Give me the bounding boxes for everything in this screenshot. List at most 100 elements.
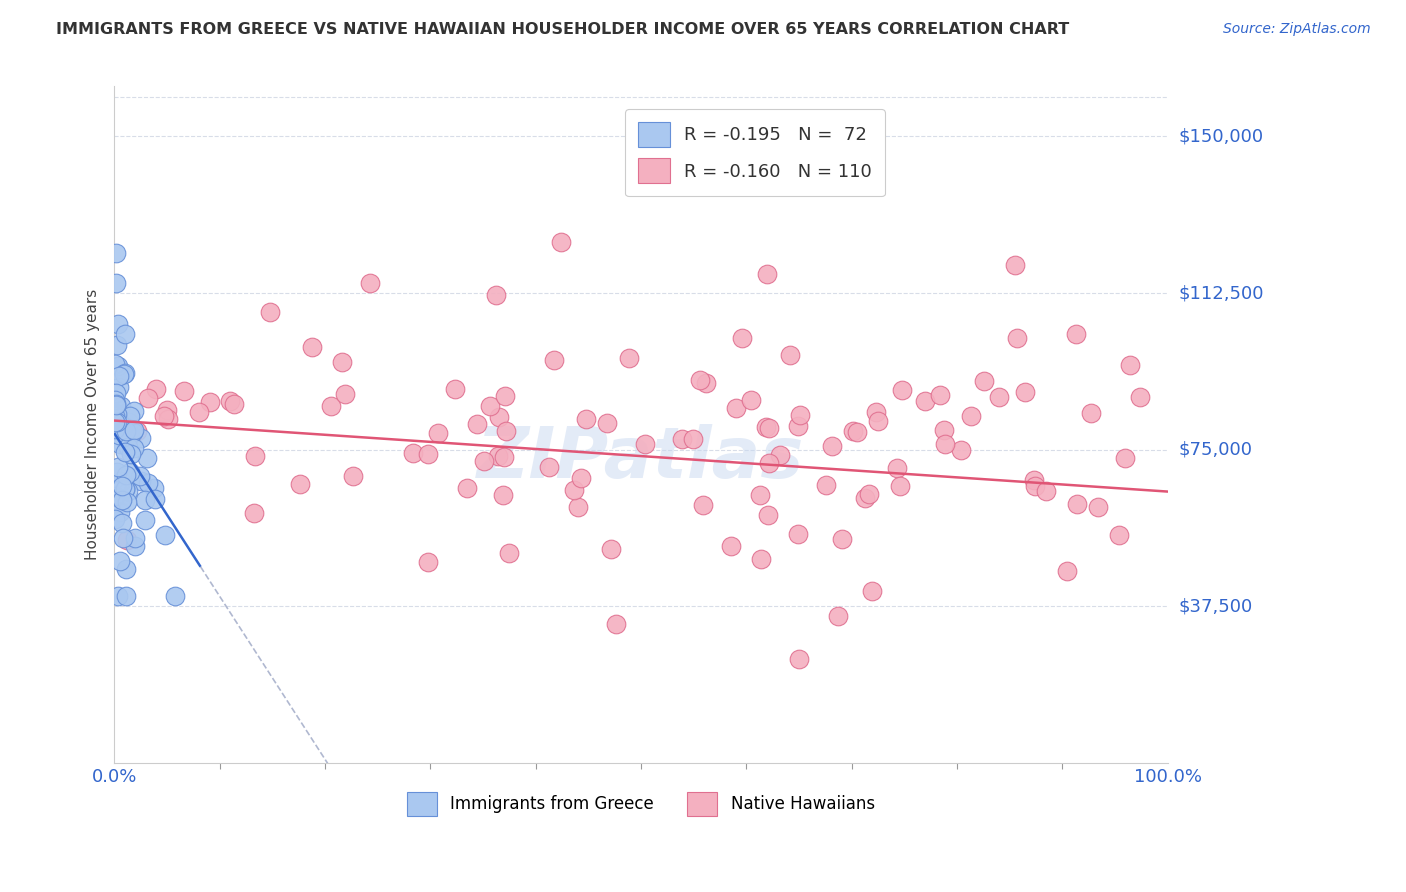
Point bbox=[740, 392, 762, 407]
Point bbox=[1024, 473, 1046, 487]
Point bbox=[342, 469, 364, 483]
Point bbox=[115, 494, 138, 508]
Point bbox=[815, 477, 838, 491]
Point bbox=[104, 398, 127, 412]
Point bbox=[426, 425, 449, 440]
Point bbox=[889, 479, 911, 493]
Point bbox=[1024, 478, 1046, 492]
Point bbox=[124, 539, 146, 553]
Point bbox=[692, 498, 714, 512]
Point bbox=[129, 474, 152, 488]
Point bbox=[115, 562, 138, 576]
Point bbox=[720, 539, 742, 553]
Point bbox=[418, 447, 440, 461]
Point bbox=[108, 417, 131, 432]
Point bbox=[359, 276, 381, 290]
Point bbox=[756, 508, 779, 523]
Point bbox=[111, 479, 134, 493]
Point bbox=[110, 400, 132, 414]
Point bbox=[865, 405, 887, 419]
Point bbox=[114, 444, 136, 458]
Point bbox=[118, 409, 141, 423]
Point bbox=[108, 495, 131, 509]
Point bbox=[486, 449, 509, 463]
Point bbox=[112, 436, 135, 450]
Point bbox=[129, 469, 152, 483]
Point bbox=[786, 418, 808, 433]
Point bbox=[105, 478, 128, 492]
Point bbox=[831, 532, 853, 546]
Point bbox=[108, 368, 131, 383]
Point bbox=[219, 393, 242, 408]
Point bbox=[152, 409, 174, 424]
Point bbox=[105, 276, 128, 290]
Point bbox=[108, 437, 131, 451]
Point bbox=[188, 405, 211, 419]
Point bbox=[143, 491, 166, 506]
Point bbox=[118, 465, 141, 479]
Point bbox=[682, 432, 704, 446]
Point bbox=[104, 357, 127, 371]
Point bbox=[1119, 358, 1142, 372]
Point bbox=[1114, 450, 1136, 465]
Point bbox=[301, 340, 323, 354]
Point bbox=[769, 448, 792, 462]
Point bbox=[104, 512, 127, 526]
Point bbox=[173, 384, 195, 399]
Point bbox=[122, 424, 145, 438]
Point bbox=[104, 489, 127, 503]
Point bbox=[479, 399, 502, 413]
Point bbox=[145, 382, 167, 396]
Point bbox=[108, 505, 131, 519]
Point bbox=[117, 484, 139, 499]
Point bbox=[569, 471, 592, 485]
Point bbox=[288, 477, 311, 491]
Point bbox=[1080, 406, 1102, 420]
Point bbox=[134, 492, 156, 507]
Text: Source: ZipAtlas.com: Source: ZipAtlas.com bbox=[1223, 22, 1371, 37]
Point bbox=[485, 288, 508, 302]
Point bbox=[494, 389, 516, 403]
Point bbox=[105, 407, 128, 421]
Point bbox=[134, 513, 156, 527]
Point bbox=[110, 516, 132, 530]
Point bbox=[111, 492, 134, 507]
Point bbox=[143, 481, 166, 495]
Point bbox=[841, 425, 863, 439]
Point bbox=[104, 422, 127, 436]
Point bbox=[868, 414, 890, 428]
Point bbox=[619, 351, 641, 365]
Point bbox=[114, 483, 136, 497]
Point bbox=[135, 450, 157, 465]
Point bbox=[107, 317, 129, 331]
Point bbox=[136, 391, 159, 405]
Point bbox=[725, 401, 748, 415]
Point bbox=[222, 397, 245, 411]
Point bbox=[319, 400, 342, 414]
Point bbox=[689, 373, 711, 387]
Point bbox=[1087, 500, 1109, 515]
Point bbox=[987, 390, 1010, 404]
Point bbox=[860, 583, 883, 598]
Point bbox=[107, 460, 129, 475]
Point bbox=[498, 546, 520, 560]
Point bbox=[599, 542, 621, 557]
Point bbox=[165, 589, 187, 603]
Point bbox=[755, 420, 778, 434]
Point bbox=[117, 441, 139, 455]
Text: ZIPatlas: ZIPatlas bbox=[477, 424, 804, 493]
Point bbox=[605, 617, 627, 632]
Point bbox=[1108, 528, 1130, 542]
Point bbox=[111, 422, 134, 436]
Point bbox=[789, 409, 811, 423]
Point bbox=[846, 425, 869, 439]
Point bbox=[973, 374, 995, 388]
Point bbox=[456, 481, 478, 495]
Point bbox=[465, 417, 488, 432]
Point bbox=[330, 355, 353, 369]
Point bbox=[104, 409, 127, 423]
Point bbox=[110, 554, 132, 568]
Point bbox=[1007, 331, 1029, 345]
Point bbox=[107, 589, 129, 603]
Point bbox=[108, 380, 131, 394]
